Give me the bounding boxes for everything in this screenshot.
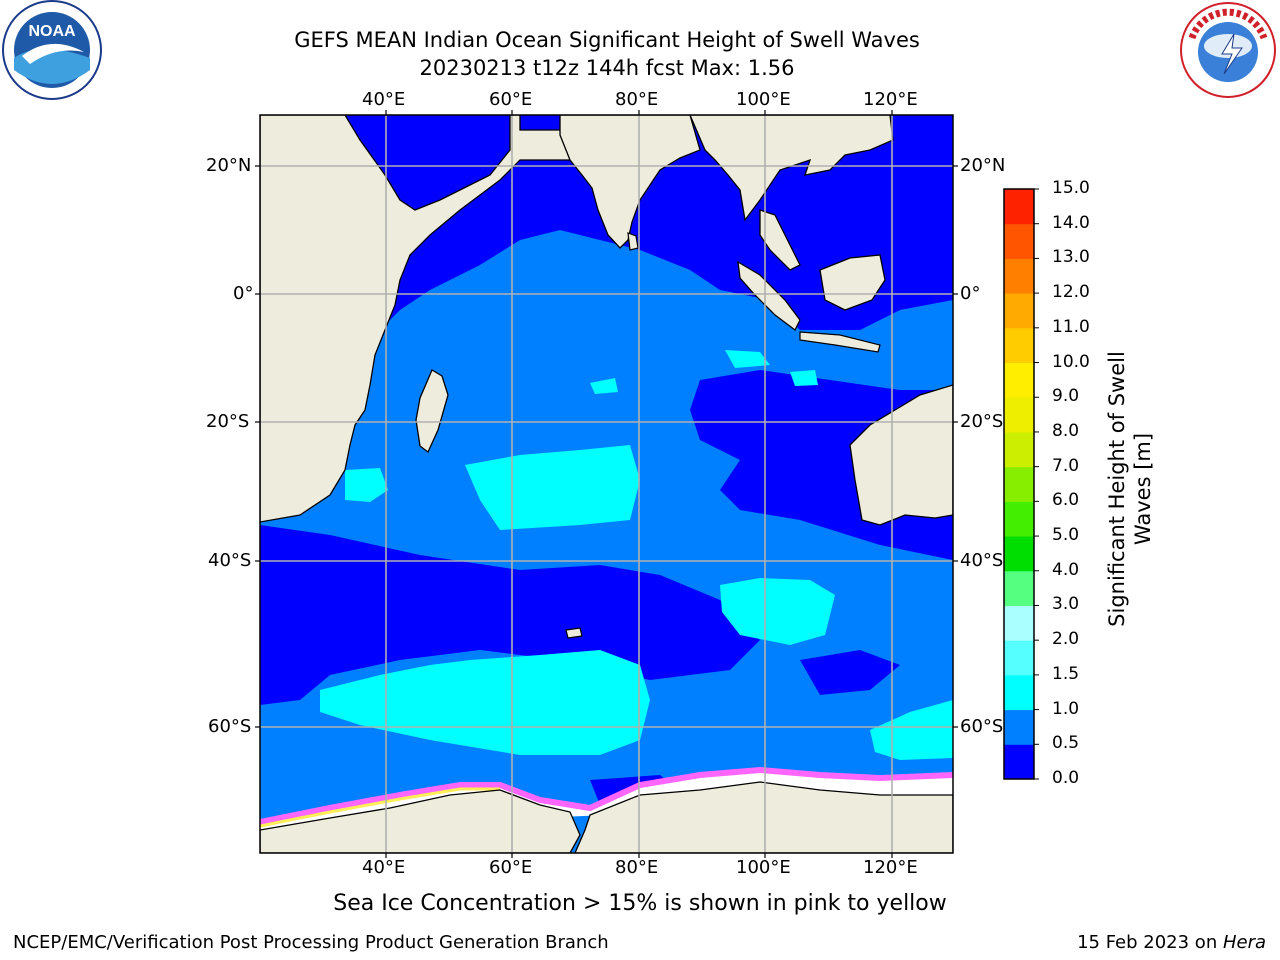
colorbar-tick-label: 5.0 bbox=[1052, 525, 1080, 546]
colorbar-segment bbox=[1004, 709, 1034, 745]
lon-label-bottom: 120°E bbox=[863, 857, 918, 878]
chart-subtitle: 20230213 t12z 144h fcst Max: 1.56 bbox=[419, 56, 795, 80]
lat-label-right: 20°S bbox=[960, 411, 1004, 432]
lat-label-left: 60°S bbox=[208, 716, 252, 737]
colorbar-segment bbox=[1004, 223, 1034, 259]
ocean-deep-north bbox=[260, 115, 953, 450]
land-antarctica-east bbox=[574, 781, 953, 853]
colorbar-segment bbox=[1004, 258, 1034, 294]
lon-label-top: 40°E bbox=[362, 89, 406, 110]
colorbar-tick-label: 12.0 bbox=[1052, 282, 1090, 303]
lat-label-right: 40°S bbox=[960, 550, 1004, 571]
ocean-light-patch-2 bbox=[720, 578, 835, 645]
colorbar-tick-label: 0.5 bbox=[1052, 733, 1080, 754]
sea-ice-note: Sea Ice Concentration > 15% is shown in … bbox=[333, 891, 947, 916]
ocean-light-patch-3 bbox=[320, 650, 650, 755]
footer-credit: NCEP/EMC/Verification Post Processing Pr… bbox=[13, 932, 609, 953]
colorbar-label: Significant Height of Swell Waves [m] bbox=[1105, 351, 1155, 627]
lon-label-top: 60°E bbox=[489, 89, 533, 110]
colorbar-segment bbox=[1004, 362, 1034, 398]
land-australia bbox=[849, 384, 953, 526]
colorbar-segment bbox=[1004, 397, 1034, 433]
lat-label-right: 20°N bbox=[960, 155, 1006, 176]
lon-label-top: 120°E bbox=[863, 89, 918, 110]
lon-label-bottom: 40°E bbox=[362, 857, 406, 878]
colorbar-segment bbox=[1004, 189, 1034, 225]
colorbar-segment bbox=[1004, 501, 1034, 537]
land-borneo bbox=[819, 254, 886, 311]
colorbar-tick-label: 3.0 bbox=[1052, 594, 1080, 615]
colorbar-tick-label: 1.0 bbox=[1052, 698, 1080, 719]
colorbar-tick-label: 6.0 bbox=[1052, 490, 1080, 511]
nws-logo-icon bbox=[1180, 2, 1276, 98]
noaa-logo-text: NOAA bbox=[28, 23, 76, 40]
noaa-logo-icon: NOAA bbox=[2, 0, 102, 100]
colorbar-tick-label: 10.0 bbox=[1052, 351, 1090, 372]
lat-label-right: 60°S bbox=[960, 716, 1004, 737]
chart-title: GEFS MEAN Indian Ocean Significant Heigh… bbox=[294, 28, 920, 52]
colorbar-segment bbox=[1004, 605, 1034, 641]
colorbar-tick-label: 14.0 bbox=[1052, 212, 1090, 233]
footer-host: Hera bbox=[1222, 932, 1266, 953]
colorbar-tick-label: 9.0 bbox=[1052, 386, 1080, 407]
colorbar-segment bbox=[1004, 744, 1034, 780]
colorbar-segment bbox=[1004, 293, 1034, 329]
colorbar-segment bbox=[1004, 431, 1034, 468]
lat-label-right: 0° bbox=[960, 283, 981, 304]
ocean-light-patch-1 bbox=[465, 445, 640, 530]
footer-date: 15 Feb 2023 on Hera bbox=[1077, 932, 1266, 953]
lat-label-left: 20°N bbox=[206, 155, 252, 176]
land-sumatra bbox=[737, 260, 801, 331]
colorbar-segment bbox=[1004, 674, 1034, 711]
lat-label-left: 0° bbox=[233, 283, 254, 304]
colorbar-segment bbox=[1004, 640, 1034, 676]
colorbar-tick-label: 7.0 bbox=[1052, 455, 1080, 476]
land-madagascar bbox=[415, 369, 449, 454]
colorbar-segment bbox=[1004, 536, 1034, 572]
ocean-deep-south bbox=[260, 525, 760, 705]
land-india bbox=[559, 115, 701, 249]
colorbar-segment bbox=[1004, 466, 1034, 502]
colorbar-tick-label: 11.0 bbox=[1052, 316, 1090, 337]
colorbar-tick-label: 8.0 bbox=[1052, 420, 1080, 441]
map-frame bbox=[259, 114, 954, 854]
graticule bbox=[260, 115, 953, 853]
land-antarctica-west bbox=[260, 789, 581, 853]
land-africa bbox=[260, 115, 601, 523]
colorbar-tick-label: 1.5 bbox=[1052, 663, 1080, 684]
colorbar-segment bbox=[1004, 327, 1034, 364]
lon-label-bottom: 60°E bbox=[489, 857, 533, 878]
land-se-asia bbox=[689, 115, 894, 222]
lon-label-bottom: 100°E bbox=[736, 857, 791, 878]
colorbar-tick-label: 4.0 bbox=[1052, 559, 1080, 580]
colorbar-tick-label: 15.0 bbox=[1052, 178, 1090, 198]
colorbar-tick-label: 0.0 bbox=[1052, 768, 1080, 788]
colorbar bbox=[1003, 188, 1039, 780]
lon-label-top: 100°E bbox=[736, 89, 791, 110]
lat-label-left: 20°S bbox=[206, 411, 250, 432]
lon-label-bottom: 80°E bbox=[615, 857, 659, 878]
footer-date-text: 15 Feb 2023 on bbox=[1077, 932, 1223, 953]
colorbar-segment bbox=[1004, 570, 1034, 606]
colorbar-tick-label: 2.0 bbox=[1052, 629, 1080, 650]
lon-label-top: 80°E bbox=[615, 89, 659, 110]
lat-label-left: 40°S bbox=[208, 550, 252, 571]
colorbar-tick-label: 13.0 bbox=[1052, 247, 1090, 268]
